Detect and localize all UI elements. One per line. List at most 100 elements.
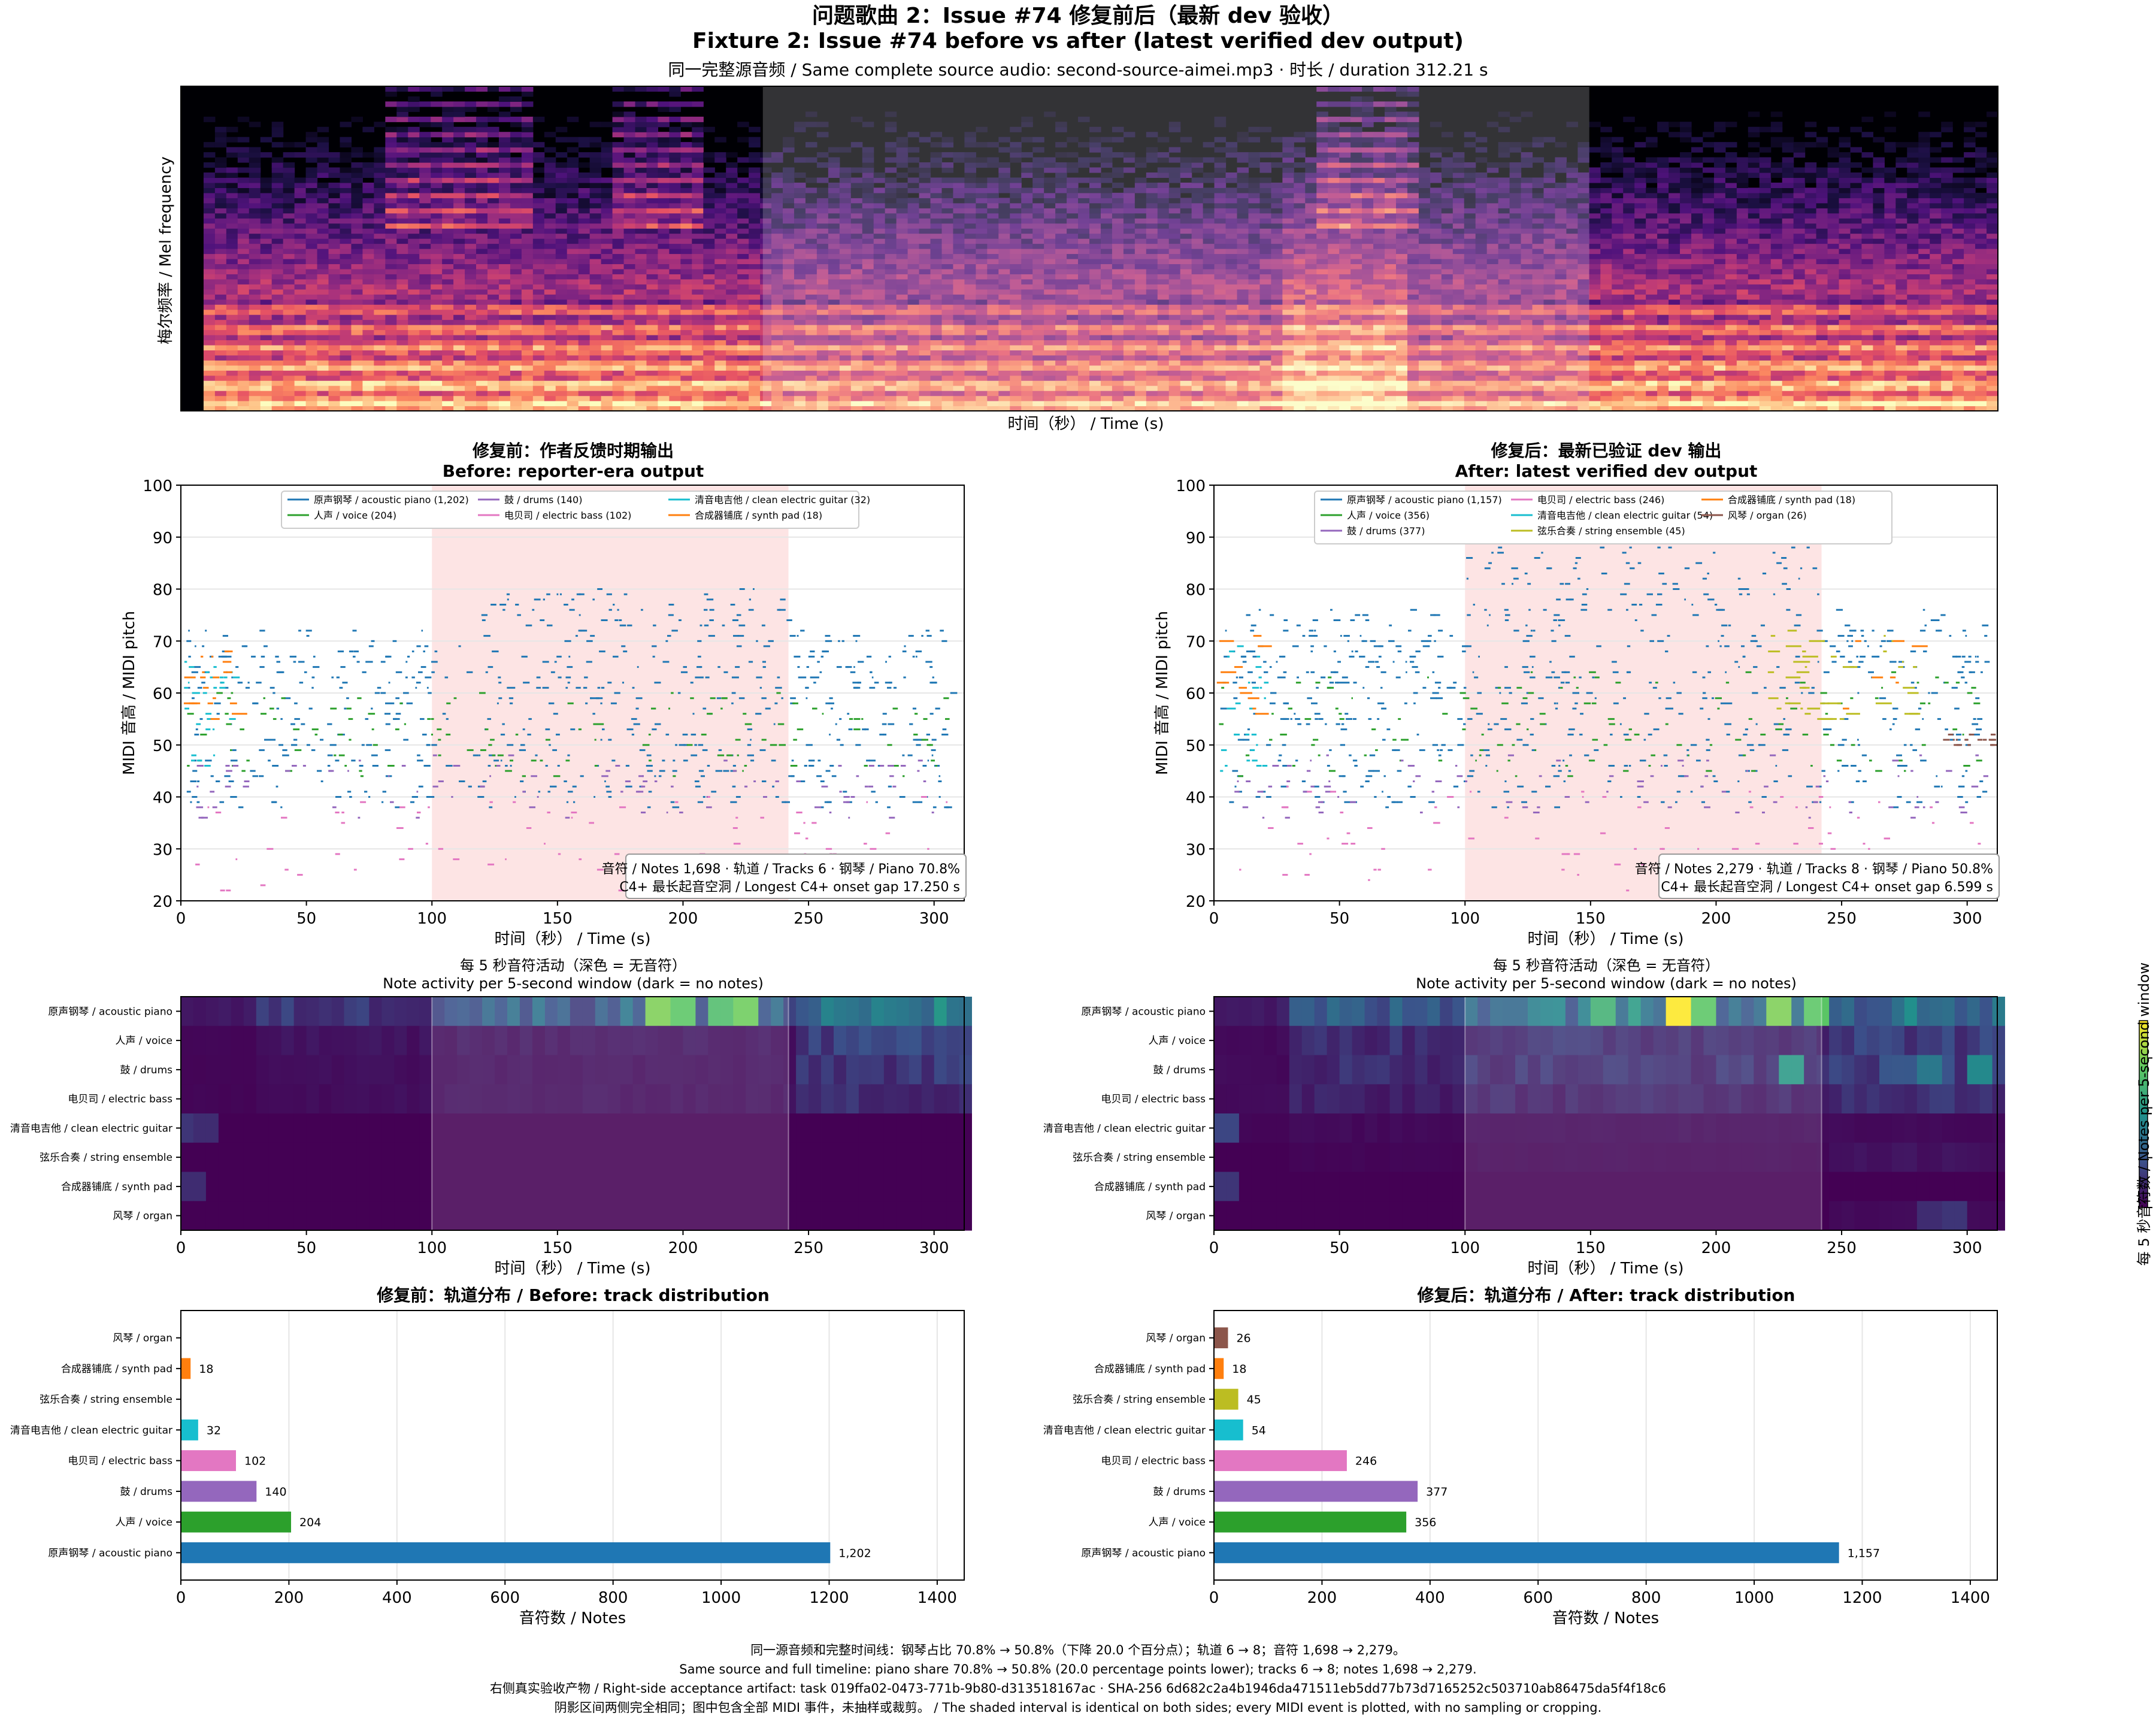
before-cell — [858, 1172, 872, 1202]
before-cell — [607, 1201, 621, 1231]
after-legend-box — [1314, 491, 1892, 544]
after-cell — [1264, 997, 1277, 1027]
after-bar-value-label: 18 — [1232, 1363, 1246, 1376]
after-cell — [1465, 1172, 1478, 1202]
after-cell — [1214, 1172, 1227, 1202]
after-cell — [1226, 1172, 1240, 1202]
before-cell — [645, 1172, 658, 1202]
after-cell — [1754, 1201, 1767, 1231]
before-cell — [783, 997, 797, 1027]
after-cell — [1615, 1201, 1629, 1231]
after-cell — [1289, 1201, 1303, 1231]
before-shaded-interval — [431, 996, 789, 1231]
before-cell — [746, 1055, 759, 1085]
before-cell — [356, 1172, 370, 1202]
after-cell — [1477, 1172, 1491, 1202]
before-cell — [369, 1025, 382, 1056]
before-cell — [783, 1055, 797, 1085]
after-cell — [1301, 1055, 1315, 1085]
before-cell — [808, 1142, 822, 1173]
after-cell — [1565, 1084, 1579, 1114]
after-cell — [1842, 1172, 1855, 1202]
after-cell — [1352, 997, 1365, 1027]
after-cell — [1653, 997, 1667, 1027]
after-cell — [1552, 1025, 1566, 1056]
before-cell — [733, 1201, 746, 1231]
before-cell — [381, 1025, 395, 1056]
after-cell — [1904, 1142, 1918, 1173]
before-bars-title: 修复前：轨道分布 / Before: track distribution — [376, 1285, 770, 1305]
before-cell — [331, 1172, 344, 1202]
before-y-tick-label: 90 — [153, 529, 172, 547]
after-cell — [1490, 1084, 1503, 1114]
after-cell — [1628, 1201, 1642, 1231]
after-cell — [1967, 997, 1981, 1027]
footer-line-1: 同一源音频和完整时间线：钢琴占比 70.8% → 50.8%（下降 20.0 个… — [750, 1643, 1406, 1657]
before-cell — [570, 1142, 583, 1173]
before-cell — [218, 1084, 232, 1114]
before-cell — [532, 1201, 546, 1231]
before-cell — [268, 1084, 282, 1114]
after-cell — [1590, 1055, 1604, 1085]
after-cell — [1779, 1084, 1792, 1114]
after-cell — [1728, 1201, 1742, 1231]
after-row-label: 人声 / voice — [1148, 1035, 1206, 1047]
before-cell — [708, 997, 721, 1027]
after-cell — [1301, 1172, 1315, 1202]
after-cell — [1842, 1142, 1855, 1173]
before-cell — [896, 1113, 910, 1143]
after-cell — [1327, 1025, 1340, 1056]
after-cell — [1904, 1172, 1918, 1202]
before-x-tick-label: 1200 — [809, 1589, 849, 1607]
before-cell — [181, 1172, 194, 1202]
after-cell — [1339, 1201, 1352, 1231]
before-cell — [432, 1084, 445, 1114]
after-cell — [1377, 1201, 1390, 1231]
after-cell — [1590, 1084, 1604, 1114]
before-cell — [896, 997, 910, 1027]
before-cell — [607, 1172, 621, 1202]
before-cell — [846, 1025, 859, 1056]
after-cell — [1703, 1201, 1716, 1231]
before-cell — [544, 1055, 558, 1085]
after-cell — [1816, 1142, 1830, 1173]
before-cell — [331, 1025, 344, 1056]
after-cell — [1327, 1172, 1340, 1202]
before-cell — [268, 1025, 282, 1056]
after-cell — [1766, 1055, 1779, 1085]
before-cell — [381, 1172, 395, 1202]
before-cell — [231, 1025, 244, 1056]
before-cell — [758, 1201, 771, 1231]
before-cell — [193, 997, 207, 1027]
before-cell — [356, 1201, 370, 1231]
before-cell — [959, 1172, 972, 1202]
after-cell — [1477, 1113, 1491, 1143]
before-y-tick-label: 20 — [153, 893, 172, 911]
after-stats-line1: 音符 / Notes 2,279 · 轨道 / Tracks 8 · 钢琴 / … — [1635, 862, 1993, 877]
before-cell — [407, 1025, 420, 1056]
after-cell — [1490, 997, 1503, 1027]
after-cell — [1942, 1055, 1955, 1085]
after-cell — [1678, 1201, 1691, 1231]
before-notes — [183, 588, 958, 892]
before-cell — [871, 1172, 885, 1202]
before-cell — [218, 1055, 232, 1085]
before-cell — [231, 1172, 244, 1202]
before-cell — [758, 1142, 771, 1173]
after-cell — [1552, 1113, 1566, 1143]
after-cell — [1327, 1201, 1340, 1231]
after-cell — [1640, 1201, 1654, 1231]
before-cell — [883, 1172, 897, 1202]
before-cell — [231, 1084, 244, 1114]
after-cell — [1590, 1113, 1604, 1143]
after-cell — [1452, 1055, 1465, 1085]
before-cell — [695, 1113, 708, 1143]
before-cell — [356, 1084, 370, 1114]
before-cell — [319, 1172, 332, 1202]
after-cell — [1314, 1142, 1328, 1173]
before-cell — [733, 1142, 746, 1173]
after-cell — [1314, 1025, 1328, 1056]
after-cell — [1402, 1201, 1415, 1231]
after-cell — [1691, 1113, 1704, 1143]
after-cell — [1779, 997, 1792, 1027]
